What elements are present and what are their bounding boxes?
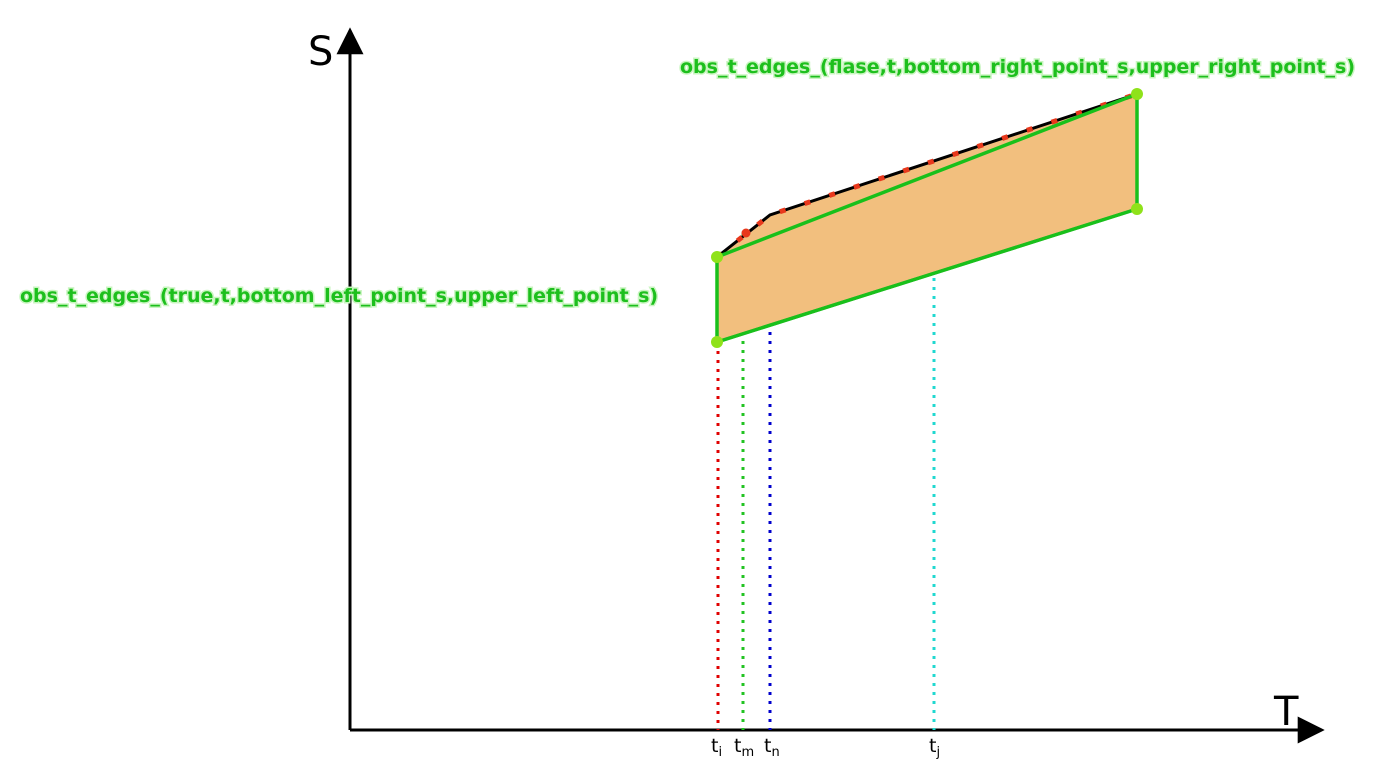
tj-tick-label: tj [929, 735, 940, 760]
obstacle-upper-boundary [716, 92, 1138, 259]
bottom-right-vertex [1131, 203, 1143, 215]
bottom-left-vertex [711, 336, 723, 348]
tm-tick-label: tm [734, 735, 754, 760]
upper-right-vertex [1131, 88, 1143, 100]
t-axis-label: T [1273, 689, 1299, 735]
left-edge-label: obs_t_edges_(true,t,bottom_left_point_s,… [20, 285, 658, 307]
upper-left-vertex [711, 251, 723, 263]
obstacle-region [717, 94, 1137, 342]
tm-intersection-point [741, 228, 751, 238]
tn-tick-label: tn [764, 735, 780, 760]
ti-tick-label: ti [711, 735, 722, 760]
s-axis-label: S [308, 29, 333, 75]
right-edge-label: obs_t_edges_(flase,t,bottom_right_point_… [680, 56, 1355, 78]
